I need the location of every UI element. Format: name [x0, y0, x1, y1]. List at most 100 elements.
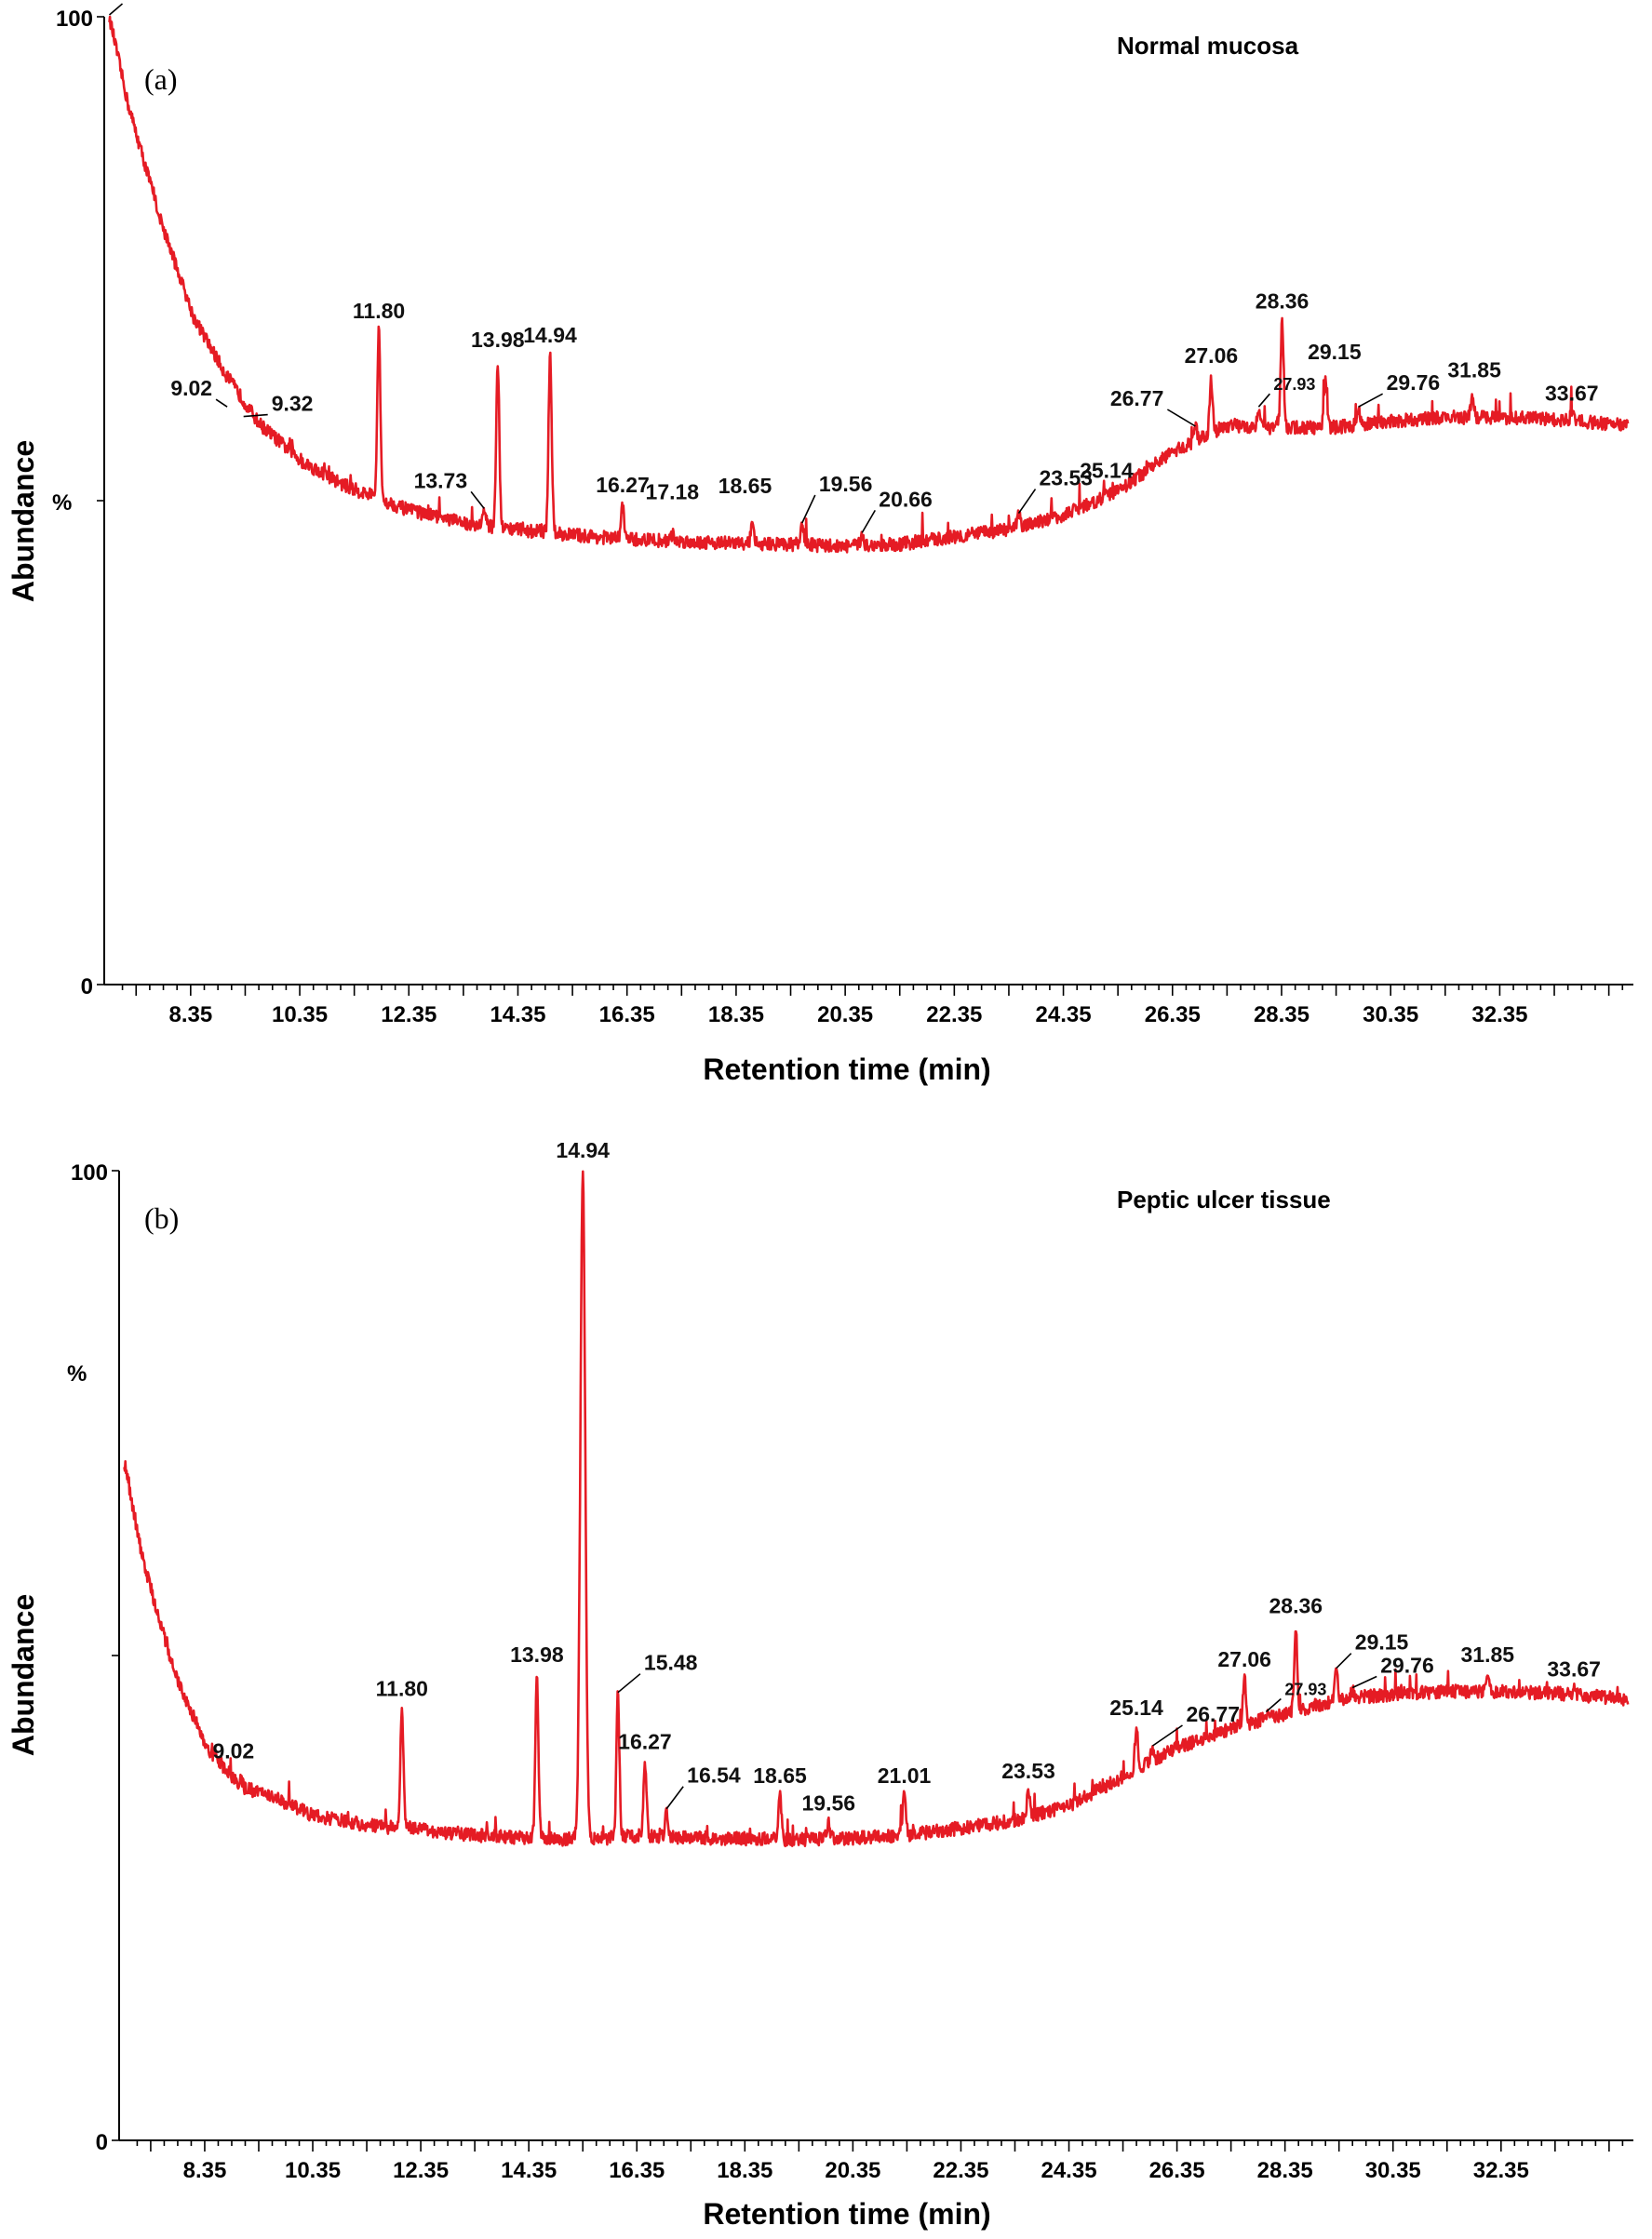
x-tick-label: 30.35	[1363, 1002, 1418, 1027]
peak-leader-line	[470, 490, 485, 509]
y-tick-label-zero: 0	[81, 974, 93, 999]
peak-label: 23.53	[1039, 466, 1093, 490]
x-tick-label: 14.35	[501, 2158, 557, 2183]
peak-label: 16.27	[596, 473, 650, 497]
peak-label: 15.48	[644, 1651, 698, 1675]
x-tick-label: 18.35	[708, 1002, 764, 1027]
trace-layer	[123, 1170, 1630, 1848]
x-tick-label: 28.35	[1254, 1002, 1310, 1027]
peak-leader-line	[861, 509, 876, 533]
peak-labels: 9.02 11.80 13.98 14.94 15.48 16.27 16.54 18.651…	[212, 1138, 1600, 1815]
peak-label: 9.32	[272, 392, 314, 416]
peak-label: 18.65	[719, 474, 772, 498]
panel-label: (a)	[144, 62, 178, 96]
x-tick-label: 8.35	[183, 2158, 227, 2183]
peak-label: 33.67	[1547, 1656, 1601, 1681]
panel-normal-mucosa: Abundance % 100 0 (a) Normal mucosa Rete…	[7, 0, 1633, 1086]
peak-label: 18.65	[753, 1763, 807, 1788]
x-tick-label: 12.35	[393, 2158, 449, 2183]
trace-layer	[108, 15, 1630, 554]
x-tick-label: 8.35	[168, 1002, 212, 1027]
peak-leader-line	[1336, 1653, 1352, 1669]
x-ticks: 8.35 10.35 12.35 14.35 16.35 18.35 20.35 22.35 2…	[121, 985, 1624, 1027]
peak-label: 26.77	[1186, 1702, 1240, 1726]
peak-label: 13.73	[414, 468, 468, 492]
peak-label: 27.93	[1273, 375, 1315, 394]
x-tick-label: 30.35	[1365, 2158, 1421, 2183]
peak-label: 11.80	[353, 299, 405, 323]
x-tick-label: 20.35	[825, 2158, 880, 2183]
peak-label: 16.54	[687, 1763, 741, 1788]
x-tick-label: 14.35	[490, 1002, 545, 1027]
peak-leader-line	[1265, 1697, 1282, 1713]
peak-label: 29.15	[1308, 340, 1362, 364]
peak-leader-line	[1358, 393, 1383, 408]
peak-leader-line	[665, 1786, 684, 1810]
peak-label: 27.06	[1217, 1647, 1271, 1671]
x-tick-label: 24.35	[1041, 2158, 1096, 2183]
peak-leader-line	[1166, 409, 1196, 427]
peak-leader-line	[1351, 1675, 1377, 1689]
peak-label: 31.85	[1447, 358, 1501, 382]
peak-label: 19.56	[819, 472, 873, 496]
x-tick-label: 22.35	[926, 1002, 982, 1027]
x-tick-label: 18.35	[717, 2158, 772, 2183]
x-tick-label: 32.35	[1471, 1002, 1527, 1027]
peak-leader-line	[1152, 1724, 1183, 1747]
peak-label: 6.86	[127, 0, 168, 5]
peak-leader-line	[108, 3, 124, 16]
x-axis-title: Retention time (min)	[703, 1052, 990, 1086]
peak-label: 13.98	[510, 1642, 564, 1667]
peak-leader-line	[243, 413, 268, 418]
x-tick-label: 28.35	[1257, 2158, 1313, 2183]
chart-title: Peptic ulcer tissue	[1117, 1186, 1331, 1213]
peak-label: 14.94	[556, 1138, 610, 1162]
x-tick-label: 16.35	[609, 2158, 665, 2183]
peak-label: 20.66	[879, 487, 933, 511]
y-axis-unit: %	[67, 1361, 87, 1387]
peak-label: 26.77	[1110, 386, 1164, 410]
peak-label: 29.76	[1387, 370, 1441, 395]
y-tick-label-max: 100	[56, 7, 93, 32]
peak-leader-line	[1017, 489, 1037, 515]
peak-label: 23.53	[1001, 1759, 1055, 1783]
x-tick-label: 26.35	[1145, 1002, 1201, 1027]
x-tick-label: 10.35	[272, 1002, 328, 1027]
peak-label: 14.94	[523, 323, 577, 347]
peak-label: 28.36	[1269, 1594, 1323, 1618]
peak-leader-line	[1257, 393, 1270, 408]
chart-title: Normal mucosa	[1117, 32, 1299, 60]
x-tick-label: 32.35	[1473, 2158, 1529, 2183]
peak-label: 33.67	[1545, 381, 1599, 405]
y-axis-unit: %	[52, 490, 72, 516]
x-axis-title: Retention time (min)	[703, 2197, 990, 2231]
peak-leader-line	[215, 398, 228, 408]
peak-label: 29.15	[1355, 1630, 1409, 1655]
x-tick-label: 12.35	[381, 1002, 437, 1027]
chromatogram-trace	[123, 1170, 1630, 1848]
peak-label: 19.56	[801, 1790, 855, 1815]
peak-label: 11.80	[376, 1676, 428, 1700]
x-ticks: 8.35 10.35 12.35 14.35 16.35 18.35 20.35 22.35 2…	[136, 2140, 1624, 2183]
y-tick-label-max: 100	[71, 1160, 108, 1186]
peak-leader-line	[801, 494, 816, 524]
peak-label: 21.01	[878, 1763, 932, 1788]
peak-leader-line	[617, 1673, 641, 1694]
axes	[97, 16, 1633, 985]
peak-label: 29.76	[1380, 1653, 1434, 1677]
x-tick-label: 16.35	[599, 1002, 655, 1027]
x-tick-label: 26.35	[1149, 2158, 1205, 2183]
x-tick-label: 24.35	[1036, 1002, 1092, 1027]
chromatogram-trace	[108, 15, 1630, 554]
peak-label: 28.36	[1256, 289, 1310, 314]
peak-label: 16.27	[618, 1730, 672, 1754]
y-axis-title: Abundance	[7, 440, 40, 602]
peak-label: 31.85	[1461, 1642, 1515, 1667]
peak-label: 9.02	[212, 1738, 254, 1763]
y-tick-label-zero: 0	[96, 2130, 108, 2155]
peak-label: 17.18	[646, 479, 700, 503]
x-tick-label: 10.35	[285, 2158, 341, 2183]
peak-label: 27.93	[1284, 1681, 1326, 1699]
